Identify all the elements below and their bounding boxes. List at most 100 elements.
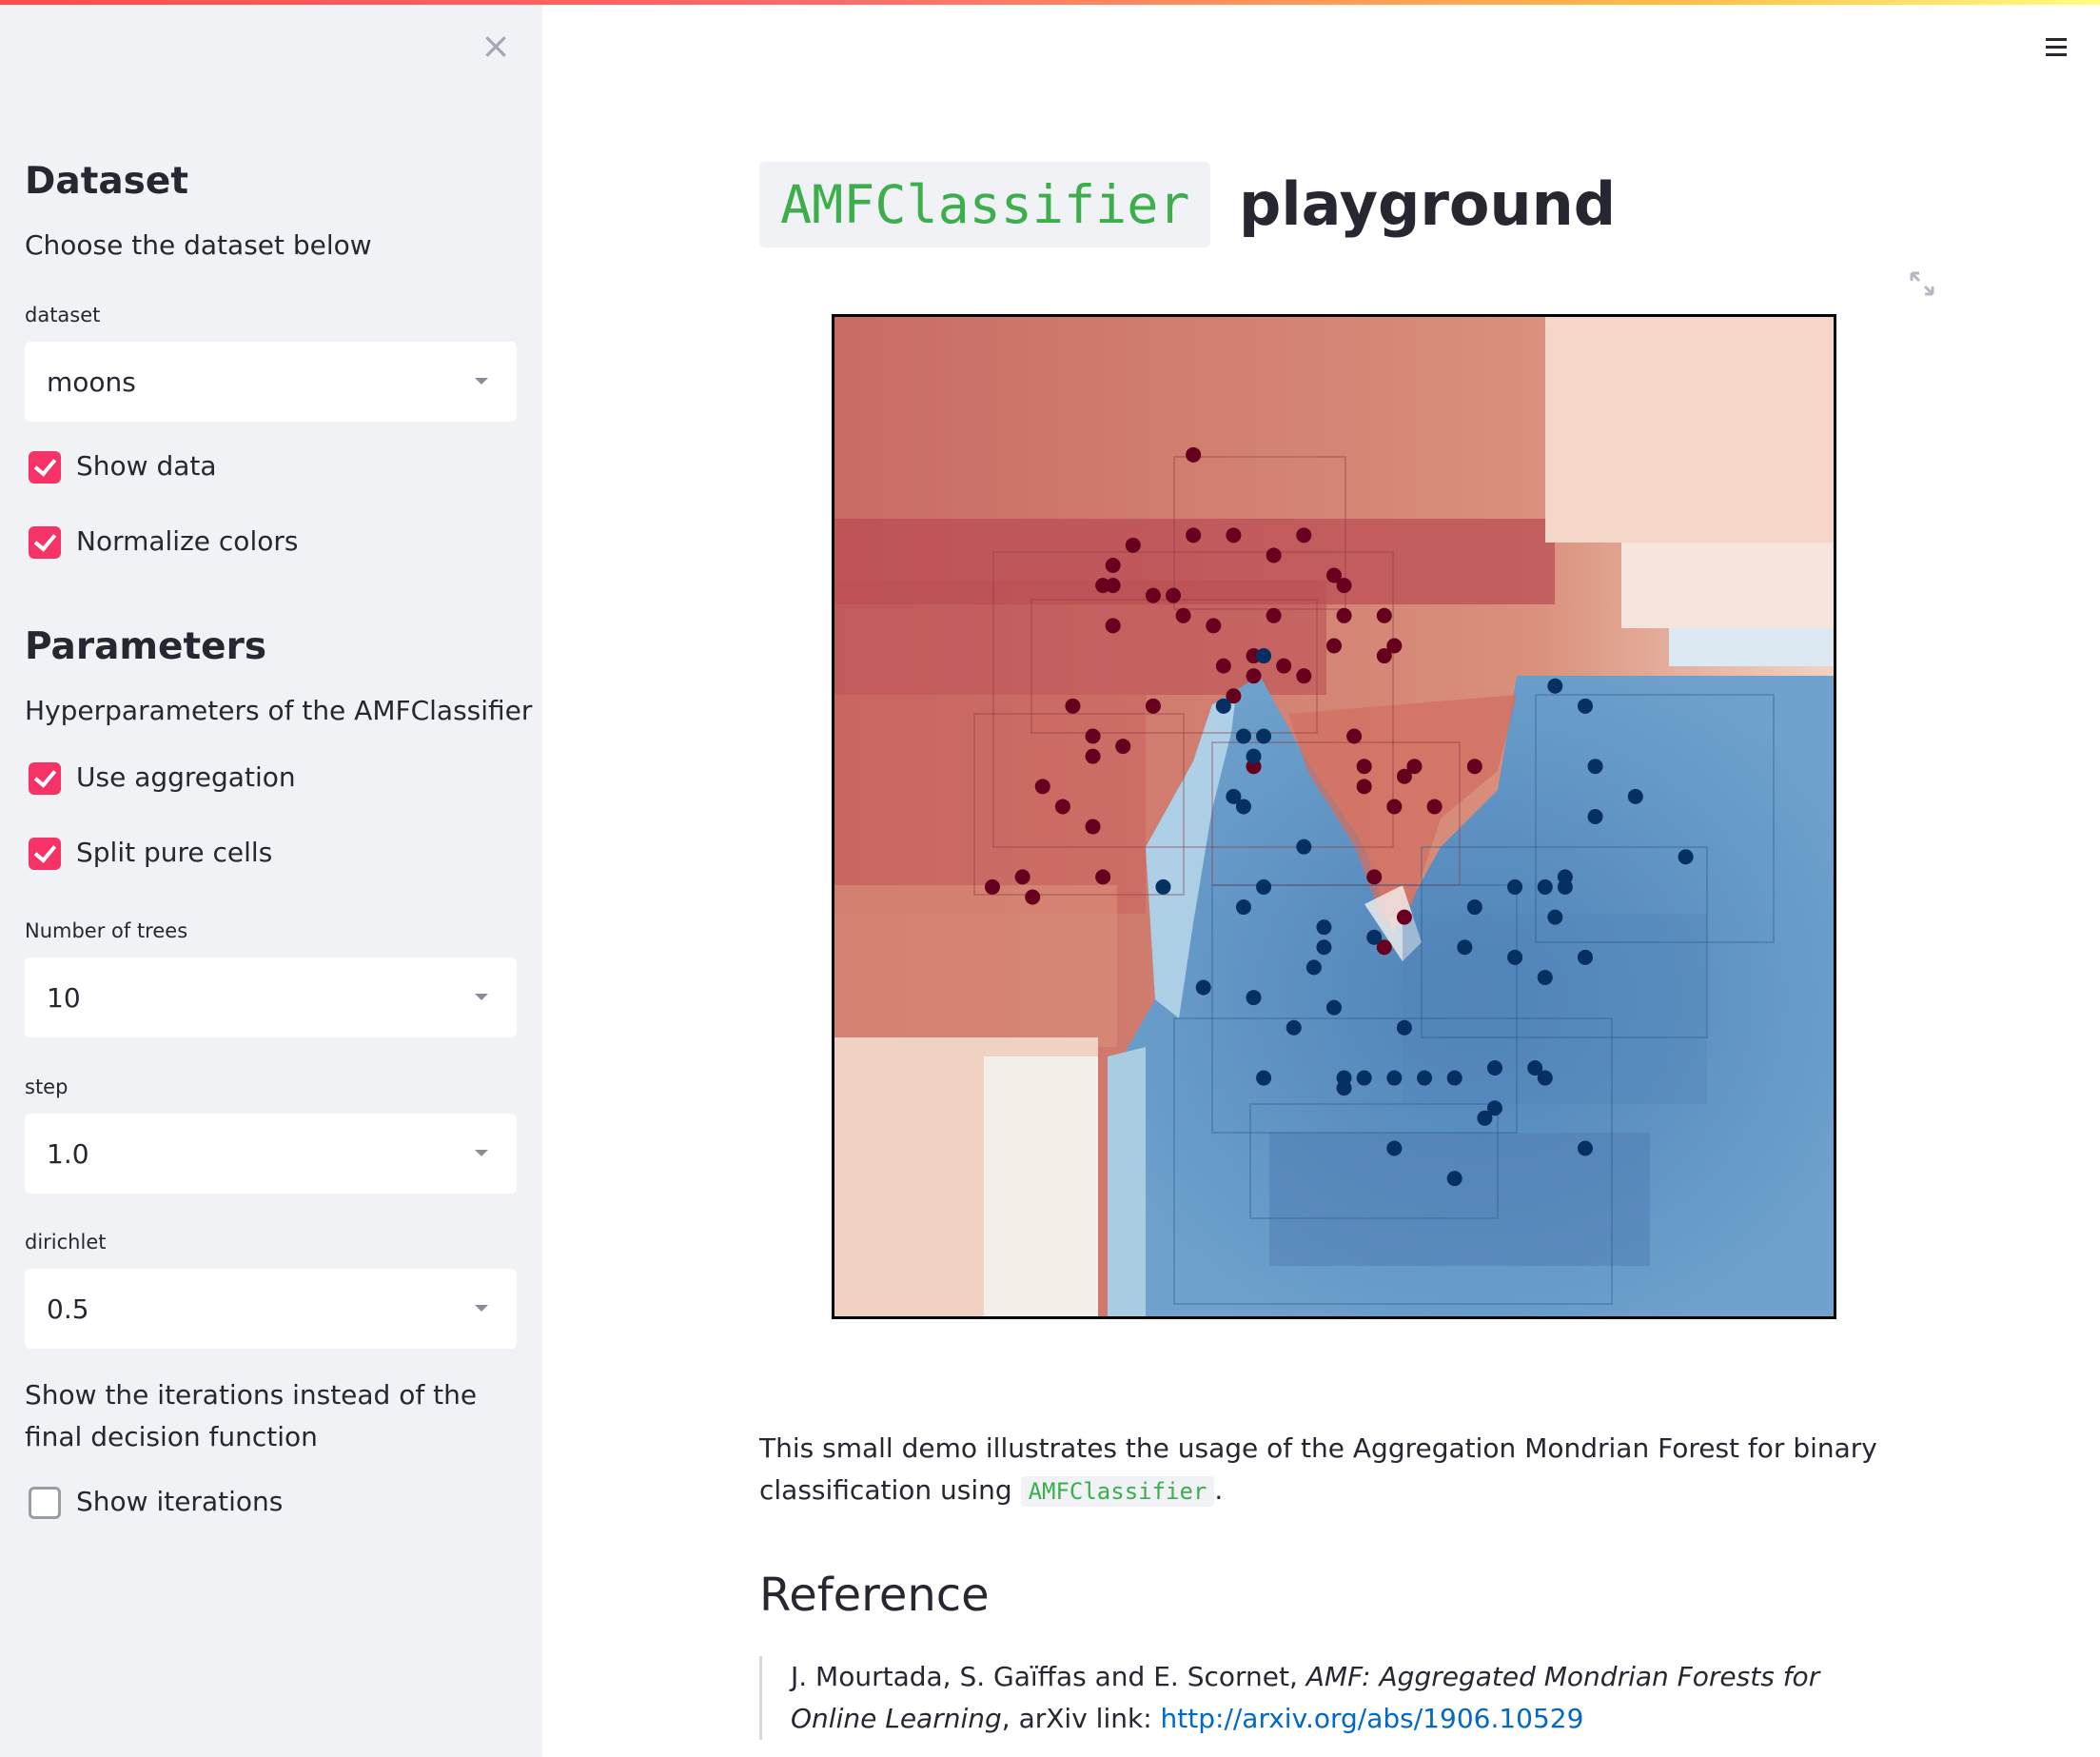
data-point-class-1 bbox=[1235, 728, 1251, 744]
data-point-class-1 bbox=[1627, 788, 1643, 804]
data-point-class-0 bbox=[1215, 658, 1231, 674]
data-point-class-1 bbox=[1446, 1070, 1462, 1086]
data-point-class-1 bbox=[1386, 1070, 1403, 1086]
data-points bbox=[984, 446, 1694, 1187]
normalize-colors-label[interactable]: Normalize colors bbox=[76, 525, 299, 557]
data-point-class-0 bbox=[1115, 739, 1131, 755]
step-select[interactable]: 1.0 bbox=[25, 1114, 517, 1194]
data-point-class-1 bbox=[1578, 1140, 1593, 1156]
data-point-class-0 bbox=[1376, 648, 1392, 664]
data-point-class-1 bbox=[1477, 1110, 1493, 1126]
split-pure-cells-checkbox[interactable] bbox=[29, 838, 61, 870]
data-point-class-0 bbox=[1095, 869, 1111, 885]
data-point-class-1 bbox=[1366, 929, 1383, 945]
data-point-class-1 bbox=[1316, 939, 1332, 956]
description-paragraph: This small demo illustrates the usage of… bbox=[759, 1428, 1882, 1512]
data-point-class-0 bbox=[1085, 728, 1101, 744]
data-point-class-0 bbox=[1376, 607, 1392, 623]
use-aggregation-checkbox[interactable] bbox=[29, 762, 61, 795]
data-point-class-0 bbox=[1396, 768, 1412, 784]
reference-authors: J. Mourtada, S. Gaïffas and E. Scornet, bbox=[791, 1661, 1306, 1692]
data-point-class-1 bbox=[1466, 899, 1482, 916]
data-point-class-0 bbox=[1246, 668, 1262, 684]
data-point-class-0 bbox=[1376, 939, 1392, 956]
data-point-class-1 bbox=[1527, 1060, 1543, 1076]
normalize-colors-checkbox[interactable] bbox=[29, 526, 61, 559]
dataset-heading: Dataset bbox=[25, 160, 188, 203]
use-aggregation-label[interactable]: Use aggregation bbox=[76, 761, 296, 793]
decision-heatmap bbox=[832, 314, 1836, 1319]
step-select-label: step bbox=[25, 1076, 69, 1098]
data-point-class-0 bbox=[1105, 558, 1121, 573]
data-point-class-0 bbox=[1206, 618, 1222, 634]
hamburger-menu-icon[interactable] bbox=[2042, 34, 2071, 61]
data-point-class-1 bbox=[1215, 698, 1231, 714]
data-point-class-1 bbox=[1578, 698, 1593, 714]
data-point-class-0 bbox=[1085, 819, 1101, 835]
data-point-class-1 bbox=[1326, 999, 1342, 1016]
data-point-class-1 bbox=[1587, 759, 1603, 775]
dirichlet-select-label: dirichlet bbox=[25, 1231, 107, 1254]
data-point-class-1 bbox=[1486, 1060, 1502, 1076]
data-point-class-1 bbox=[1356, 1070, 1372, 1086]
data-point-class-0 bbox=[1366, 869, 1383, 885]
arxiv-link[interactable]: http://arxiv.org/abs/1906.10529 bbox=[1160, 1703, 1584, 1734]
data-point-class-1 bbox=[1316, 919, 1332, 936]
data-point-class-1 bbox=[1417, 1070, 1433, 1086]
data-point-class-0 bbox=[1226, 527, 1242, 543]
data-point-class-0 bbox=[1186, 527, 1202, 543]
data-point-class-0 bbox=[1276, 658, 1292, 674]
data-point-class-0 bbox=[1296, 668, 1312, 684]
data-point-class-0 bbox=[1145, 698, 1161, 714]
show-data-label[interactable]: Show data bbox=[76, 450, 217, 482]
dirichlet-select[interactable]: 0.5 bbox=[25, 1269, 517, 1349]
data-point-class-0 bbox=[1186, 446, 1202, 463]
number-of-trees-select[interactable]: 10 bbox=[25, 957, 517, 1037]
data-point-class-0 bbox=[1336, 578, 1352, 594]
data-point-class-1 bbox=[1446, 1171, 1462, 1187]
data-point-class-1 bbox=[1537, 969, 1553, 985]
chevron-down-icon bbox=[475, 1150, 488, 1156]
description-text: This small demo illustrates the usage of… bbox=[759, 1432, 1877, 1506]
data-point-class-0 bbox=[1166, 587, 1182, 603]
data-point-class-1 bbox=[1537, 878, 1553, 895]
dirichlet-select-value: 0.5 bbox=[47, 1293, 89, 1325]
data-point-class-1 bbox=[1578, 949, 1593, 965]
parameters-description: Hyperparameters of the AMFClassifier bbox=[25, 695, 533, 726]
show-data-checkbox[interactable] bbox=[29, 451, 61, 484]
data-point-class-0 bbox=[1105, 618, 1121, 634]
data-point-class-1 bbox=[1286, 1019, 1302, 1036]
trees-select-value: 10 bbox=[47, 982, 81, 1014]
data-point-class-0 bbox=[1065, 698, 1081, 714]
step-select-value: 1.0 bbox=[47, 1138, 89, 1170]
data-point-class-0 bbox=[1025, 889, 1041, 905]
data-point-class-0 bbox=[1175, 607, 1191, 623]
fullscreen-expand-icon[interactable] bbox=[1908, 269, 1936, 298]
plot-frame bbox=[832, 314, 1836, 1319]
reference-heading: Reference bbox=[759, 1569, 990, 1622]
parameters-heading: Parameters bbox=[25, 625, 267, 668]
data-point-class-0 bbox=[1266, 547, 1282, 563]
data-point-class-1 bbox=[1678, 849, 1694, 865]
data-point-class-0 bbox=[1426, 799, 1443, 815]
data-point-class-0 bbox=[984, 878, 1000, 895]
dataset-select[interactable]: moons bbox=[25, 342, 517, 422]
description-end: . bbox=[1214, 1474, 1224, 1506]
show-iterations-checkbox[interactable] bbox=[29, 1487, 61, 1519]
data-point-class-1 bbox=[1587, 809, 1603, 824]
decision-function-plot bbox=[832, 314, 1836, 1319]
show-iterations-label[interactable]: Show iterations bbox=[76, 1486, 284, 1517]
data-point-class-1 bbox=[1256, 648, 1272, 664]
data-point-class-0 bbox=[1226, 688, 1242, 704]
data-point-class-1 bbox=[1396, 1019, 1412, 1036]
data-point-class-1 bbox=[1507, 949, 1523, 965]
close-sidebar-icon[interactable]: × bbox=[481, 25, 511, 67]
data-point-class-0 bbox=[1336, 607, 1352, 623]
data-point-class-0 bbox=[1105, 578, 1121, 594]
data-point-class-1 bbox=[1256, 878, 1272, 895]
data-point-class-0 bbox=[1326, 567, 1342, 583]
dataset-select-label: dataset bbox=[25, 304, 101, 326]
page-title: playground bbox=[1239, 169, 1617, 239]
data-point-class-0 bbox=[1356, 779, 1372, 795]
split-pure-cells-label[interactable]: Split pure cells bbox=[76, 837, 273, 868]
